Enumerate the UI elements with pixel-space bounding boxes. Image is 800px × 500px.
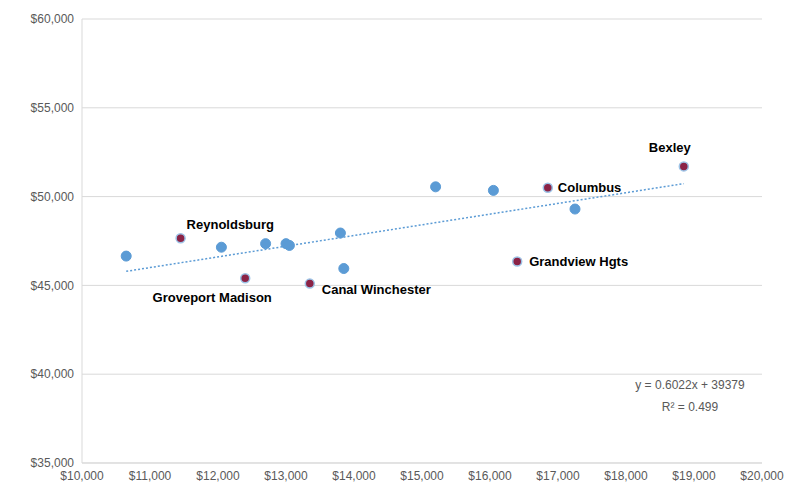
svg-text:$17,000: $17,000 [536, 469, 580, 483]
svg-text:$55,000: $55,000 [31, 101, 75, 115]
svg-text:$19,000: $19,000 [672, 469, 716, 483]
svg-text:$50,000: $50,000 [31, 190, 75, 204]
svg-text:Reynoldsburg: Reynoldsburg [187, 217, 274, 232]
svg-text:$12,000: $12,000 [196, 469, 240, 483]
svg-text:$10,000: $10,000 [60, 469, 104, 483]
html-text:y = 0.6022x + 39379: y = 0.6022x + 39379 [635, 378, 745, 392]
svg-text:$13,000: $13,000 [264, 469, 308, 483]
svg-text:$40,000: $40,000 [31, 367, 75, 381]
svg-text:$20,000: $20,000 [740, 469, 784, 483]
svg-text:$35,000: $35,000 [31, 456, 75, 470]
svg-text:Groveport Madison: Groveport Madison [153, 290, 272, 305]
svg-text:$60,000: $60,000 [31, 12, 75, 26]
svg-text:$15,000: $15,000 [400, 469, 444, 483]
svg-text:$11,000: $11,000 [129, 469, 172, 483]
svg-text:$45,000: $45,000 [31, 279, 75, 293]
svg-text:$16,000: $16,000 [468, 469, 512, 483]
svg-text:Grandview Hgts: Grandview Hgts [529, 254, 628, 269]
svg-text:Canal Winchester: Canal Winchester [322, 282, 431, 297]
svg-text:$18,000: $18,000 [604, 469, 648, 483]
svg-text:$14,000: $14,000 [332, 469, 376, 483]
svg-text:Columbus: Columbus [558, 180, 622, 195]
html-text:R² = 0.499: R² = 0.499 [661, 400, 719, 414]
svg-text:Bexley: Bexley [649, 140, 692, 155]
